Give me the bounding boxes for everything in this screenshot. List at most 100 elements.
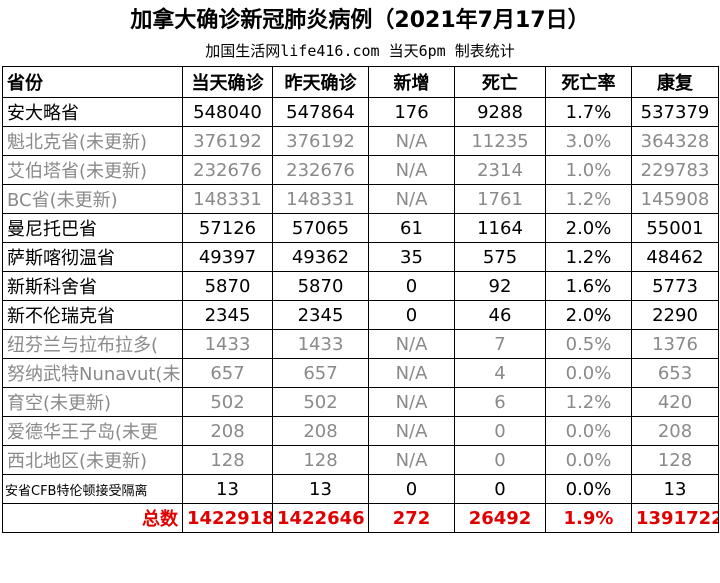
table-cell: 26492 xyxy=(454,503,546,533)
table-row: 艾伯塔省(未更新) 232676 232676 N/A 2314 1.0% 229783 xyxy=(2,155,719,185)
table-cell: 537379 xyxy=(631,97,719,127)
table-cell: 1.6% xyxy=(545,271,632,301)
table-cell: 育空(未更新) xyxy=(2,387,183,417)
table-cell: 657 xyxy=(182,358,273,388)
table-cell: 35 xyxy=(368,242,455,272)
table-cell: 1164 xyxy=(454,213,546,243)
table-cell: 昨天确诊 xyxy=(272,66,369,98)
table-cell: 208 xyxy=(182,416,273,446)
table-cell: 0.0% xyxy=(545,416,632,446)
table-cell: 92 xyxy=(454,271,546,301)
table-cell: 229783 xyxy=(631,155,719,185)
table-cell: 新不伦瑞克省 xyxy=(2,300,183,330)
table-cell: 364328 xyxy=(631,126,719,156)
table-cell: 新斯科舍省 xyxy=(2,271,183,301)
table-cell: 9288 xyxy=(454,97,546,127)
table-row: 曼尼托巴省 57126 57065 61 1164 2.0% 55001 xyxy=(2,213,719,243)
table-row: 育空(未更新) 502 502 N/A 6 1.2% 420 xyxy=(2,387,719,417)
table-cell: 0 xyxy=(368,474,455,504)
table-cell: 省份 xyxy=(2,66,183,98)
table-cell: 376192 xyxy=(272,126,369,156)
table-row: 总数 1422918 1422646 272 26492 1.9% 1391722 xyxy=(2,503,719,533)
table-cell: 0 xyxy=(454,474,546,504)
table-cell: 55001 xyxy=(631,213,719,243)
table-cell: 0 xyxy=(368,271,455,301)
table-cell: 6 xyxy=(454,387,546,417)
table-cell: 新增 xyxy=(368,66,455,98)
table-cell: 502 xyxy=(182,387,273,417)
table-cell: 148331 xyxy=(182,184,273,214)
table-row: 努纳武特Nunavut(未 657 657 N/A 4 0.0% 653 xyxy=(2,358,719,388)
table-cell: 努纳武特Nunavut(未 xyxy=(2,358,183,388)
table-row: 安大略省 548040 547864 176 9288 1.7% 537379 xyxy=(2,97,719,127)
table-cell: 232676 xyxy=(272,155,369,185)
table-cell: 5870 xyxy=(182,271,273,301)
table-cell: 5870 xyxy=(272,271,369,301)
table-cell: 11235 xyxy=(454,126,546,156)
table-cell: 13 xyxy=(272,474,369,504)
table-cell: 1422646 xyxy=(272,503,369,533)
table-cell: 145908 xyxy=(631,184,719,214)
table-cell: 死亡率 xyxy=(545,66,632,98)
table-cell: 7 xyxy=(454,329,546,359)
table-cell: N/A xyxy=(368,155,455,185)
table-cell: 1422918 xyxy=(182,503,273,533)
table-cell: 1.0% xyxy=(545,155,632,185)
table-cell: 4 xyxy=(454,358,546,388)
table-cell: 547864 xyxy=(272,97,369,127)
table-row: 安省CFB特伦顿接受隔离 13 13 0 0 0.0% 13 xyxy=(2,474,719,504)
table-cell: 128 xyxy=(631,445,719,475)
table-cell: 3.0% xyxy=(545,126,632,156)
table-cell: N/A xyxy=(368,184,455,214)
table-cell: 46 xyxy=(454,300,546,330)
table-cell: 死亡 xyxy=(454,66,546,98)
table-cell: 128 xyxy=(182,445,273,475)
table-cell: 魁北克省(未更新) xyxy=(2,126,183,156)
table-row: 新不伦瑞克省 2345 2345 0 46 2.0% 2290 xyxy=(2,300,719,330)
table-cell: 1.2% xyxy=(545,387,632,417)
table-cell: 176 xyxy=(368,97,455,127)
table-cell: 57126 xyxy=(182,213,273,243)
table-cell: 安大略省 xyxy=(2,97,183,127)
table-cell: 548040 xyxy=(182,97,273,127)
table-cell: 502 xyxy=(272,387,369,417)
subtitle: 加国生活网life416.com 当天6pm 制表统计 xyxy=(205,42,515,60)
table-cell: 1.2% xyxy=(545,184,632,214)
table-cell: 272 xyxy=(368,503,455,533)
table-cell: 49362 xyxy=(272,242,369,272)
table-cell: 纽芬兰与拉布拉多( xyxy=(2,329,183,359)
table-cell: 1376 xyxy=(631,329,719,359)
table-cell: 13 xyxy=(182,474,273,504)
table-row: 新斯科舍省 5870 5870 0 92 1.6% 5773 xyxy=(2,271,719,301)
table-cell: 48462 xyxy=(631,242,719,272)
table-cell: 安省CFB特伦顿接受隔离 xyxy=(2,474,183,504)
table-cell: 232676 xyxy=(182,155,273,185)
table-cell: 2314 xyxy=(454,155,546,185)
table-cell: 57065 xyxy=(272,213,369,243)
table-cell: 1.9% xyxy=(545,503,632,533)
table-cell: N/A xyxy=(368,358,455,388)
table-cell: 0.0% xyxy=(545,474,632,504)
table-cell: 61 xyxy=(368,213,455,243)
table-cell: 0 xyxy=(454,445,546,475)
table-cell: 0 xyxy=(454,416,546,446)
table-row: 魁北克省(未更新) 376192 376192 N/A 11235 3.0% 364328 xyxy=(2,126,719,156)
table-row: 省份 当天确诊 昨天确诊 新增 死亡 死亡率 康复 xyxy=(2,66,719,98)
table-cell: 0.5% xyxy=(545,329,632,359)
table-cell: 420 xyxy=(631,387,719,417)
table-cell: 1433 xyxy=(272,329,369,359)
table-row: BC省(未更新) 148331 148331 N/A 1761 1.2% 145908 xyxy=(2,184,719,214)
table-cell: 5773 xyxy=(631,271,719,301)
table-cell: 2345 xyxy=(182,300,273,330)
table-cell: N/A xyxy=(368,387,455,417)
table-cell: 1761 xyxy=(454,184,546,214)
table-cell: 艾伯塔省(未更新) xyxy=(2,155,183,185)
table-cell: 128 xyxy=(272,445,369,475)
table-row: 萨斯喀彻温省 49397 49362 35 575 1.2% 48462 xyxy=(2,242,719,272)
table-row: 西北地区(未更新) 128 128 N/A 0 0.0% 128 xyxy=(2,445,719,475)
table-cell: 1.7% xyxy=(545,97,632,127)
table-cell: 西北地区(未更新) xyxy=(2,445,183,475)
table-cell: N/A xyxy=(368,329,455,359)
table-cell: 0.0% xyxy=(545,358,632,388)
